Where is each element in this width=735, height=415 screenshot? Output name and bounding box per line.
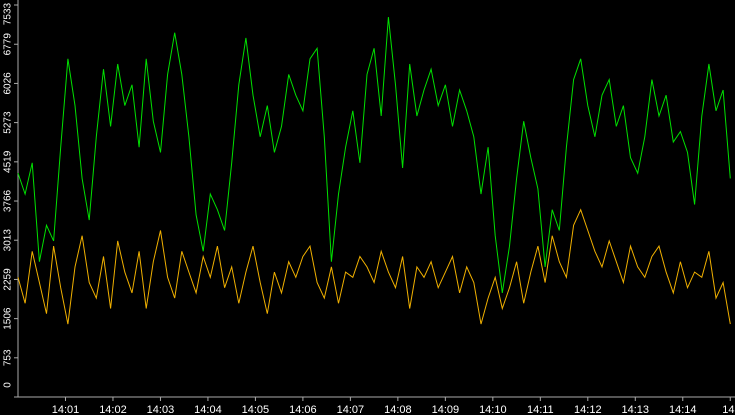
y-tick-label: 0 (3, 382, 14, 388)
y-tick-label: 2259 (3, 268, 14, 291)
x-tick-label: 14:10 (479, 404, 507, 415)
series-line (17, 208, 731, 325)
y-tick-label: 6026 (3, 72, 14, 95)
x-tick-label: 14:09 (432, 404, 460, 415)
y-tick-label: 3766 (3, 189, 14, 212)
x-tick-label: 14:08 (384, 404, 412, 415)
x-tick-label: 14:05 (242, 404, 270, 415)
x-tick-label: 14 (722, 404, 734, 415)
x-tick-label: 14:13 (622, 404, 650, 415)
y-tick-label: 1506 (3, 307, 14, 330)
x-tick-label: 14:04 (194, 404, 222, 415)
x-tick-label: 14:03 (147, 404, 175, 415)
y-tick-label: 3013 (3, 229, 14, 252)
x-tick-label: 14:06 (289, 404, 317, 415)
series-line (17, 17, 731, 293)
y-tick-label: 753 (3, 349, 14, 366)
y-tick-label: 6779 (3, 33, 14, 56)
x-tick-label: 14:07 (337, 404, 365, 415)
x-tick-label: 14:14 (669, 404, 697, 415)
y-tick-label: 5273 (3, 111, 14, 134)
y-tick-label: 4519 (3, 150, 14, 173)
x-tick-label: 14:01 (52, 404, 80, 415)
y-tick-label: 7533 (3, 2, 14, 25)
x-tick-label: 14:11 (527, 404, 554, 415)
x-tick-label: 14:12 (574, 404, 602, 415)
x-tick-label: 14:02 (99, 404, 127, 415)
